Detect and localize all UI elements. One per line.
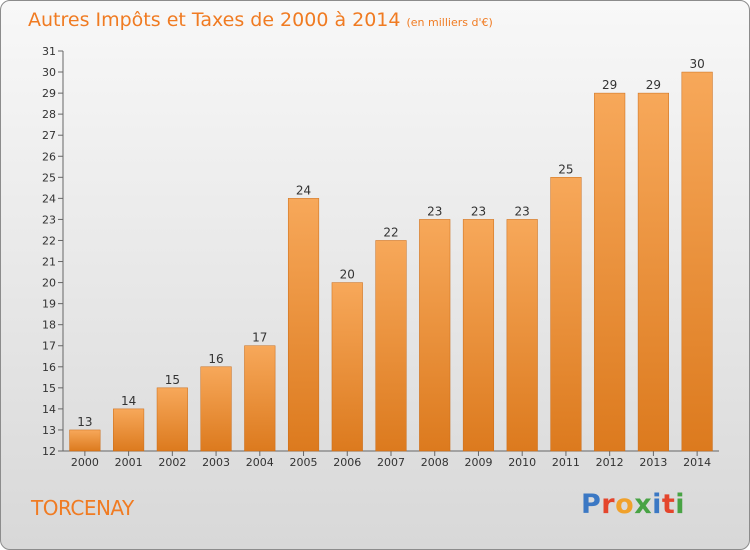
- logo-letter: P: [581, 489, 602, 520]
- bar: [375, 240, 407, 452]
- bar: [419, 219, 451, 452]
- logo-letter: o: [615, 489, 635, 520]
- y-tick-label: 14: [42, 403, 56, 416]
- bar: [113, 408, 145, 452]
- data-label: 14: [121, 394, 136, 408]
- x-tick-label: 2014: [683, 456, 711, 469]
- x-tick-label: 2006: [333, 456, 361, 469]
- y-tick-label: 15: [42, 382, 56, 395]
- data-label: 22: [383, 225, 398, 239]
- y-tick-label: 31: [42, 45, 56, 58]
- commune-name: TORCENAY: [31, 496, 134, 520]
- data-label: 15: [165, 373, 180, 387]
- y-tick-label: 16: [42, 361, 56, 374]
- data-label: 25: [558, 162, 573, 176]
- bar: [550, 177, 582, 452]
- bar: [244, 345, 276, 452]
- data-label: 30: [689, 57, 704, 71]
- bar: [506, 219, 538, 452]
- y-tick-label: 26: [42, 150, 56, 163]
- logo-letter: t: [661, 489, 676, 520]
- x-tick-label: 2011: [552, 456, 580, 469]
- x-tick-label: 2012: [596, 456, 624, 469]
- x-tick-label: 2000: [71, 456, 99, 469]
- logo-letter: r: [601, 489, 616, 520]
- chart-unit: (en milliers d'€): [406, 16, 493, 29]
- y-tick-label: 18: [42, 319, 56, 332]
- x-axis: 2000 2001 2002 2003 2004 2005 2006 2007 2008 2009…: [63, 450, 719, 469]
- y-tick-label: 20: [42, 277, 56, 290]
- x-tick-label: 2004: [246, 456, 274, 469]
- y-tick-label: 21: [42, 256, 56, 269]
- data-label: 17: [252, 331, 267, 345]
- y-tick-label: 29: [42, 87, 56, 100]
- bar: [331, 282, 363, 452]
- x-tick-label: 2008: [421, 456, 449, 469]
- y-tick-label: 13: [42, 424, 56, 437]
- data-label: 23: [515, 204, 530, 218]
- y-tick-label: 22: [42, 234, 56, 247]
- x-tick-label: 2010: [508, 456, 536, 469]
- y-tick-label: 23: [42, 213, 56, 226]
- x-tick-label: 2005: [290, 456, 318, 469]
- logo-letter: x: [634, 489, 653, 520]
- y-axis: 12 13 14 15 16 17 18 19 20 21 22 23 24 25 26 27 28 29 30 31: [42, 45, 64, 458]
- data-label: 13: [77, 415, 92, 429]
- bar-series: [69, 71, 713, 452]
- bar: [69, 429, 101, 452]
- bar: [287, 198, 320, 452]
- x-tick-label: 2001: [115, 456, 143, 469]
- bar: [681, 71, 713, 452]
- y-tick-label: 28: [42, 108, 56, 121]
- bar: [594, 92, 626, 452]
- bar: [200, 366, 232, 452]
- y-tick-label: 27: [42, 129, 56, 142]
- x-tick-label: 2003: [202, 456, 230, 469]
- data-label: 29: [646, 78, 661, 92]
- data-label: 23: [471, 204, 486, 218]
- data-label: 20: [340, 268, 355, 282]
- bar: [637, 92, 669, 452]
- data-label: 29: [602, 78, 617, 92]
- y-tick-label: 17: [42, 340, 56, 353]
- y-tick-label: 30: [42, 66, 56, 79]
- x-tick-label: 2002: [158, 456, 186, 469]
- bar: [462, 219, 495, 452]
- proxiti-logo: Proxiti: [581, 489, 685, 520]
- data-labels: 13 14 15 16 17 24 20 22 23 23 23 25 29 29 30: [77, 57, 705, 429]
- y-tick-label: 12: [42, 445, 56, 458]
- data-label: 16: [208, 352, 223, 366]
- x-tick-label: 2009: [464, 456, 492, 469]
- x-tick-label: 2007: [377, 456, 405, 469]
- chart-title: Autres Impôts et Taxes de 2000 à 2014 (en…: [28, 9, 493, 31]
- data-label: 24: [296, 183, 311, 197]
- logo-letter: i: [652, 489, 662, 520]
- data-label: 23: [427, 204, 442, 218]
- y-tick-label: 24: [42, 192, 56, 205]
- x-tick-label: 2013: [639, 456, 667, 469]
- chart-title-text: Autres Impôts et Taxes de 2000 à 2014: [28, 9, 401, 31]
- bar: [156, 387, 188, 452]
- y-tick-label: 25: [42, 171, 56, 184]
- y-tick-label: 19: [42, 298, 56, 311]
- logo-letter: i: [675, 489, 686, 520]
